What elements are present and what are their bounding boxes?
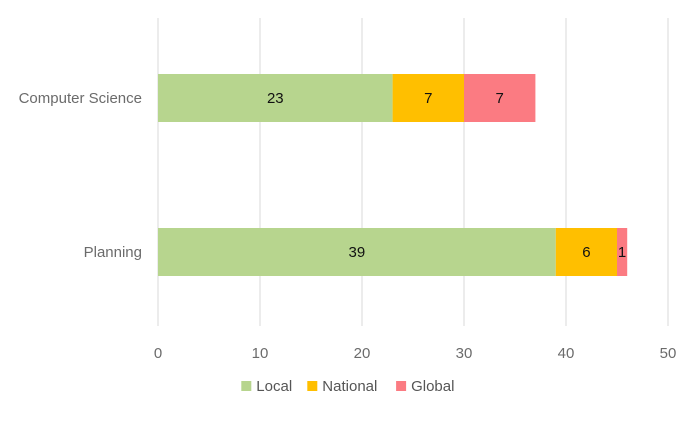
- gridlines: [157, 18, 669, 326]
- legend-label-national: National: [322, 378, 377, 395]
- bars: [158, 74, 628, 276]
- data-label-computer-science-global: 7: [496, 90, 504, 107]
- data-label-planning-local: 39: [349, 244, 366, 261]
- legend: Local National Global: [241, 378, 454, 395]
- bar-planning-global: [617, 228, 628, 276]
- x-tick-label-10: 10: [252, 345, 269, 362]
- legend-swatch-local: [241, 381, 252, 391]
- bar-computer-science-global: [464, 74, 536, 122]
- bar-planning-national: [555, 228, 617, 276]
- x-tick-label-50: 50: [660, 345, 677, 362]
- bar-computer-science-national: [392, 74, 464, 122]
- legend-swatch-global: [396, 381, 407, 391]
- data-label-planning-global: 1: [618, 244, 626, 261]
- data-labels: 23 7 7 39 6 1: [267, 90, 626, 261]
- category-label-computer-science: Computer Science: [19, 90, 142, 107]
- x-tick-label-0: 0: [154, 345, 162, 362]
- x-tick-label-30: 30: [456, 345, 473, 362]
- data-label-computer-science-local: 23: [267, 90, 284, 107]
- x-axis-ticks: 0 10 20 30 40 50: [154, 345, 677, 362]
- bar-planning-local: [158, 228, 556, 276]
- data-label-computer-science-national: 7: [424, 90, 432, 107]
- bar-computer-science-local: [158, 74, 393, 122]
- legend-swatch-national: [307, 381, 318, 391]
- legend-label-local: Local: [256, 378, 292, 395]
- x-tick-label-40: 40: [558, 345, 575, 362]
- x-tick-label-20: 20: [354, 345, 371, 362]
- legend-label-global: Global: [411, 378, 454, 395]
- category-labels: Computer Science Planning: [19, 90, 142, 261]
- category-label-planning: Planning: [84, 244, 142, 261]
- data-label-planning-national: 6: [582, 244, 590, 261]
